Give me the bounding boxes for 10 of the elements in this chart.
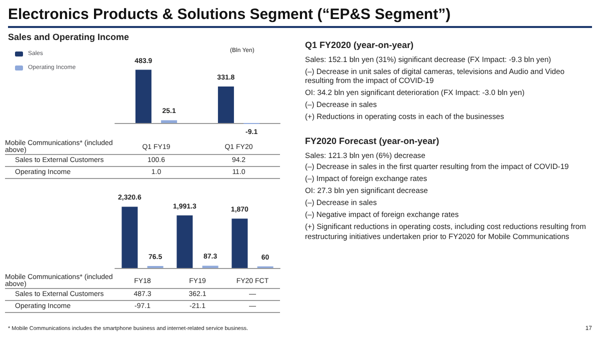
text: FY2020 Forecast (year-on-year) [305,136,440,148]
chart-title: Electronics Products & Solutions Segment (“EP&S Segment”) [8,6,592,28]
bar [161,120,178,123]
bar [232,218,248,268]
chart-subtitle: Sales and Operating Income [8,32,130,42]
bar [176,215,193,268]
bar [135,70,152,123]
text: Q1 FY2020 (year-on-year) [305,40,415,52]
bar [122,206,138,268]
bar [218,86,234,123]
